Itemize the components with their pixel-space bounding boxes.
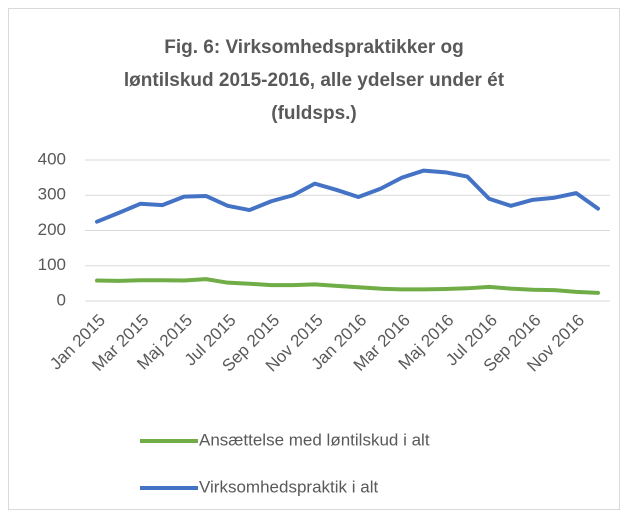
y-tick-label: 200 <box>38 220 66 239</box>
chart-border <box>8 8 620 510</box>
data-line <box>95 168 600 224</box>
y-tick-label: 0 <box>57 290 66 309</box>
data-line <box>95 277 600 295</box>
y-tick-label: 400 <box>38 149 66 168</box>
legend-label: Virksomhedspraktik i alt <box>199 477 378 496</box>
y-tick-label: 100 <box>38 255 66 274</box>
chart-title: løntilskud 2015-2016, alle ydelser under… <box>124 70 505 91</box>
y-tick-label: 300 <box>38 185 66 204</box>
chart-title: Fig. 6: Virksomhedspraktikker og <box>164 37 464 58</box>
legend-label: Ansættelse med løntilskud i alt <box>199 430 430 449</box>
chart-title: (fuldsps.) <box>271 103 357 124</box>
